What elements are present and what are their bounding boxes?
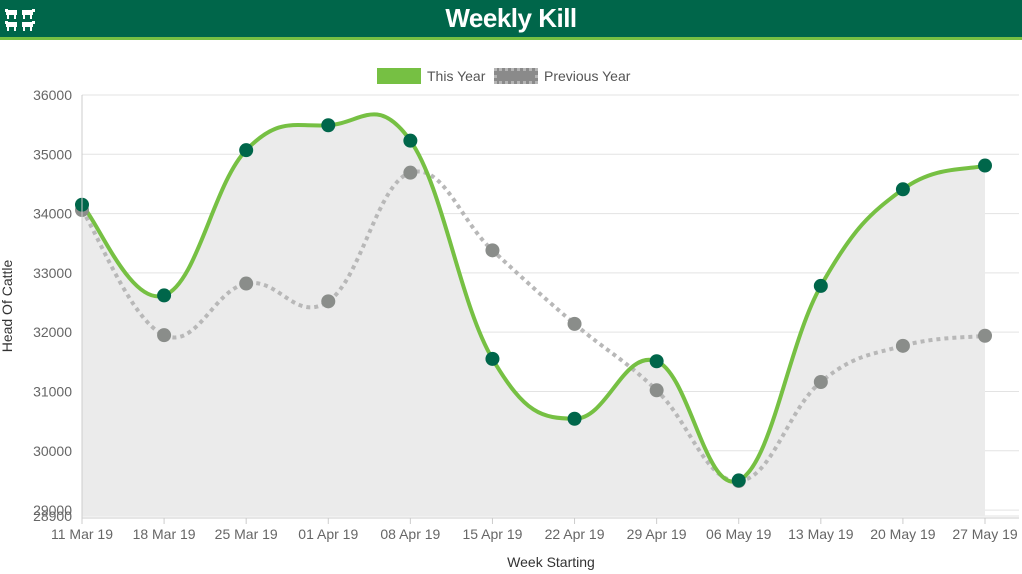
legend-label-this-year: This Year xyxy=(427,68,486,84)
data-point-this-year[interactable] xyxy=(978,158,992,173)
data-point-previous-year[interactable] xyxy=(403,165,418,180)
y-tick-label: 29000 xyxy=(33,502,72,518)
data-point-this-year[interactable] xyxy=(649,354,664,369)
data-point-previous-year[interactable] xyxy=(895,338,910,353)
data-point-this-year[interactable] xyxy=(485,351,500,366)
data-point-previous-year[interactable] xyxy=(813,374,828,389)
legend-item-previous-year[interactable]: Previous Year xyxy=(494,66,630,86)
y-tick-label: 36000 xyxy=(33,87,72,103)
y-tick-label: 28900 xyxy=(33,508,72,524)
points-this-year xyxy=(75,118,992,488)
data-point-previous-year[interactable] xyxy=(157,328,172,343)
area-this-year xyxy=(82,114,985,516)
y-axis-title: Head Of Cattle xyxy=(0,259,15,352)
data-point-previous-year[interactable] xyxy=(321,294,336,309)
y-tick-label: 33000 xyxy=(33,265,72,281)
data-point-previous-year[interactable] xyxy=(978,328,992,343)
legend-swatch-this-year xyxy=(377,68,421,84)
data-point-this-year[interactable] xyxy=(731,473,746,488)
data-point-this-year[interactable] xyxy=(321,118,336,133)
x-tick-label: 18 Mar 19 xyxy=(133,526,196,542)
data-point-this-year[interactable] xyxy=(157,288,172,303)
cattle-icon xyxy=(5,9,35,31)
x-tick-label: 06 May 19 xyxy=(706,526,772,542)
x-tick-label: 20 May 19 xyxy=(870,526,936,542)
legend-item-this-year[interactable]: This Year xyxy=(377,66,485,86)
legend-label-previous-year: Previous Year xyxy=(544,68,631,84)
data-point-this-year[interactable] xyxy=(567,411,582,426)
x-tick-label: 15 Apr 19 xyxy=(462,526,522,542)
data-point-previous-year[interactable] xyxy=(649,383,664,398)
x-tick-label: 29 Apr 19 xyxy=(627,526,687,542)
data-point-previous-year[interactable] xyxy=(485,243,500,258)
data-point-previous-year[interactable] xyxy=(567,316,582,331)
page-title: Weekly Kill xyxy=(445,3,577,33)
y-tick-label: 30000 xyxy=(33,443,72,459)
y-tick-label: 32000 xyxy=(33,324,72,340)
x-axis-title: Week Starting xyxy=(507,554,595,570)
y-tick-label: 35000 xyxy=(33,146,72,162)
chart-legend: This Year Previous Year xyxy=(0,66,1022,86)
x-tick-label: 08 Apr 19 xyxy=(380,526,440,542)
data-point-this-year[interactable] xyxy=(895,182,910,197)
header-bar: Weekly Kill xyxy=(0,0,1022,40)
x-tick-label: 01 Apr 19 xyxy=(298,526,358,542)
data-point-this-year[interactable] xyxy=(813,278,828,293)
x-tick-label: 11 Mar 19 xyxy=(51,526,113,542)
data-point-previous-year[interactable] xyxy=(239,276,254,291)
data-point-this-year[interactable] xyxy=(239,143,254,158)
y-tick-label: 34000 xyxy=(33,206,72,222)
x-tick-label: 27 May 19 xyxy=(952,526,1018,542)
data-point-this-year[interactable] xyxy=(403,133,418,148)
x-tick-label: 13 May 19 xyxy=(788,526,854,542)
y-tick-label: 31000 xyxy=(33,383,72,399)
x-tick-label: 25 Mar 19 xyxy=(215,526,278,542)
x-tick-label: 22 Apr 19 xyxy=(545,526,605,542)
legend-swatch-previous-year xyxy=(494,68,538,84)
